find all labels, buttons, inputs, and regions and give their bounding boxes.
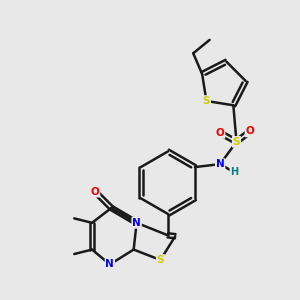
Text: O: O	[245, 126, 254, 136]
Text: O: O	[216, 128, 224, 138]
Text: S: S	[203, 96, 210, 106]
Text: N: N	[132, 218, 141, 228]
Text: S: S	[157, 255, 164, 265]
Text: O: O	[91, 187, 99, 196]
Text: S: S	[233, 137, 240, 147]
Text: N: N	[216, 159, 224, 169]
Text: H: H	[230, 167, 238, 177]
Text: N: N	[106, 260, 114, 269]
